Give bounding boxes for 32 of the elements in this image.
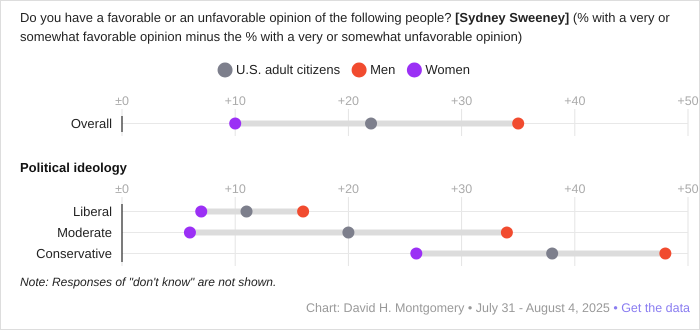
x-tick-label: +40: [564, 94, 586, 108]
point: [184, 226, 196, 238]
legend-label: Women: [425, 62, 470, 77]
x-tick-label: +20: [338, 182, 360, 196]
point: [297, 206, 310, 218]
x-tick-label: +10: [224, 94, 246, 108]
x-tick-label: +30: [450, 182, 472, 196]
x-tick-label: ±0: [115, 182, 129, 196]
chart-title: Do you have a favorable or an unfavorable opinion of the following people? [Sydney Sweeney] (% with a very or somewhat favorable opinion minus the % with a very or somewhat unfavorable opinion): [20, 10, 670, 44]
y-tick-label: Overall: [70, 116, 112, 131]
x-tick-label: +10: [224, 182, 246, 196]
text: Chart: David H. Montgomery • July 31 - August 4, 2025 • Get the data: [306, 301, 690, 315]
point: [342, 226, 354, 238]
point: [410, 248, 422, 260]
x-tick-label: +50: [677, 94, 699, 108]
chart-title: Political ideology: [20, 160, 128, 175]
x-tick-label: ±0: [115, 94, 129, 108]
point: [546, 248, 558, 260]
point: [195, 206, 208, 218]
x-tick-label: +40: [564, 182, 586, 196]
legend-label: U.S. adult citizens: [236, 62, 341, 77]
y-tick-label: Conservative: [36, 246, 112, 261]
x-tick-label: +20: [338, 94, 360, 108]
x-tick-label: +30: [450, 94, 472, 108]
y-tick-label: Moderate: [57, 225, 112, 240]
y-tick-label: Liberal: [72, 204, 112, 219]
x-tick-label: +50: [677, 182, 699, 196]
point: [659, 248, 672, 260]
point: [240, 206, 253, 218]
point: [500, 226, 513, 238]
text: Note: Responses of "don't know" are not shown.: [20, 275, 276, 289]
legend-label: Men: [370, 62, 396, 77]
